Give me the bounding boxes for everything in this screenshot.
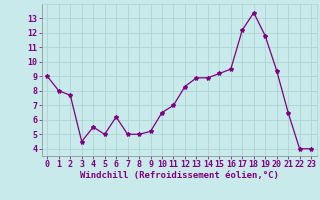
X-axis label: Windchill (Refroidissement éolien,°C): Windchill (Refroidissement éolien,°C)	[80, 171, 279, 180]
